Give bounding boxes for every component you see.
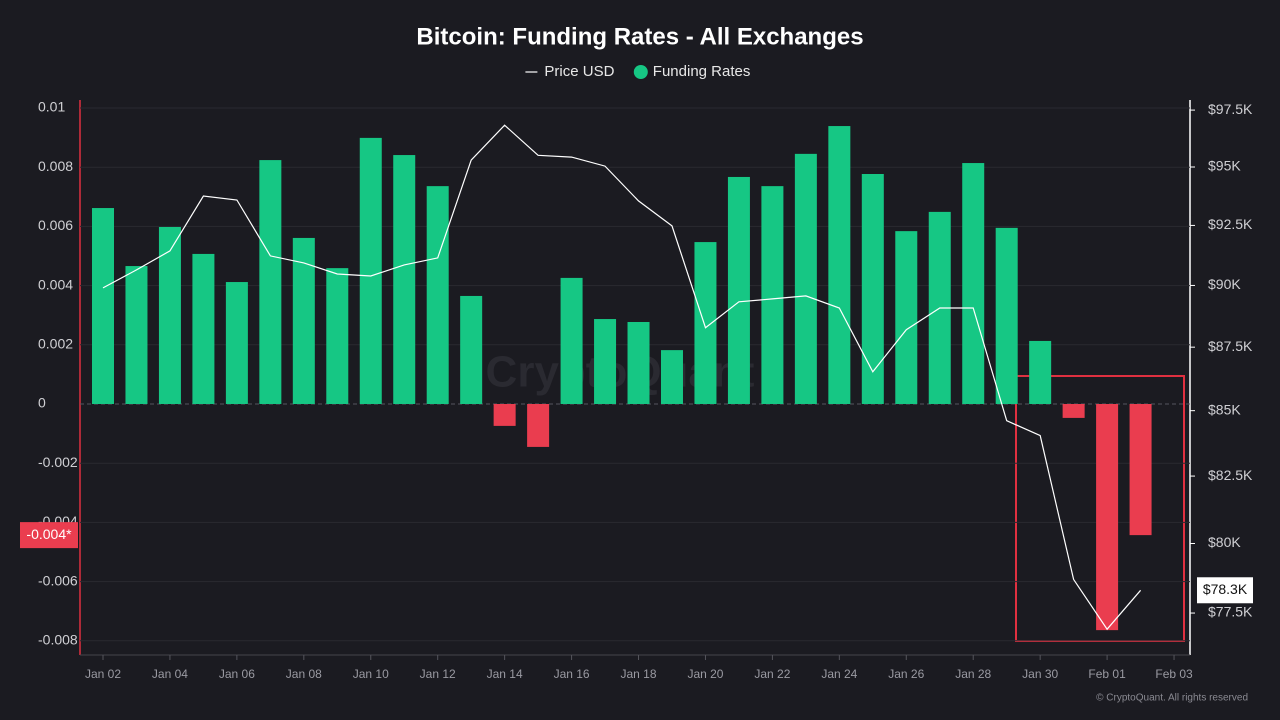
bar — [828, 126, 851, 404]
legend-label: Funding Rates — [653, 63, 751, 80]
x-tick-label: Jan 10 — [353, 667, 389, 681]
bar — [1096, 403, 1119, 631]
legend-label: Price USD — [544, 63, 614, 80]
x-tick-label: Jan 08 — [286, 667, 322, 681]
x-tick-label: Jan 28 — [955, 667, 991, 681]
x-tick-label: Jan 14 — [487, 667, 523, 681]
bar — [1062, 403, 1085, 418]
x-tick-label: Jan 20 — [687, 667, 723, 681]
price-line — [102, 124, 1142, 631]
bar — [92, 208, 114, 404]
bar — [761, 186, 784, 404]
y-tick-label: 0.004 — [38, 276, 73, 292]
bar — [794, 153, 817, 404]
bar — [460, 295, 483, 404]
bar — [627, 322, 650, 404]
bar — [727, 176, 750, 404]
source: © CryptoQuant. All rights reserved — [1096, 693, 1248, 704]
bar — [192, 253, 215, 404]
y-tick-label: 0.006 — [38, 217, 73, 233]
bar — [1129, 403, 1152, 536]
bar — [560, 277, 583, 404]
x-tick-label: Jan 06 — [219, 667, 255, 681]
y2-tick-label: $92.5K — [1208, 216, 1253, 232]
bar — [962, 163, 985, 404]
y-tick-label: 0.002 — [38, 335, 73, 351]
bar — [225, 282, 248, 404]
x-tick-label: Jan 16 — [554, 667, 590, 681]
x-tick-label: Feb 03 — [1155, 667, 1193, 681]
bar — [594, 319, 617, 404]
legend-dot — [633, 65, 648, 79]
bar — [1029, 340, 1052, 404]
bar — [660, 350, 683, 404]
last-value-label: $78.3K — [1203, 581, 1248, 597]
y-tick-label: -0.006 — [38, 572, 78, 588]
bar — [694, 242, 717, 404]
bar — [895, 231, 918, 404]
last-value-box — [20, 522, 78, 549]
y2-tick-label: $87.5K — [1208, 338, 1253, 354]
y-tick-label: 0.01 — [38, 99, 65, 115]
y-tick-label: 0 — [38, 395, 46, 411]
y2-tick-label: $80K — [1208, 534, 1241, 550]
bar — [861, 174, 884, 404]
y-tick-label: 0.008 — [38, 158, 73, 174]
chart-title: Bitcoin: Funding Rates - All Exchanges — [416, 23, 863, 50]
bar — [493, 403, 516, 426]
bar — [393, 155, 416, 404]
bar — [359, 137, 382, 404]
x-tick-label: Jan 26 — [888, 667, 924, 681]
y2-tick-label: $90K — [1208, 276, 1241, 292]
bar — [259, 160, 282, 404]
y2-tick-label: $97.5K — [1208, 101, 1253, 117]
bar — [995, 227, 1018, 404]
y2-tick-label: $82.5K — [1208, 467, 1253, 483]
x-tick-label: Jan 02 — [85, 667, 121, 681]
y-tick-label: -0.002 — [38, 454, 78, 470]
bar — [125, 266, 148, 404]
last-value-box — [1197, 577, 1253, 604]
bar — [426, 186, 449, 404]
y2-tick-label: $95K — [1208, 158, 1241, 174]
x-tick-label: Jan 18 — [621, 667, 657, 681]
x-tick-label: Jan 12 — [420, 667, 456, 681]
y2-tick-label: $77.5K — [1208, 604, 1253, 620]
y-tick-label: -0.008 — [38, 631, 78, 647]
bar — [527, 403, 550, 447]
x-tick-label: Jan 04 — [152, 667, 188, 681]
y2-tick-label: $85K — [1208, 401, 1241, 417]
x-tick-label: Jan 22 — [754, 667, 790, 681]
last-value-label: -0.004* — [26, 526, 72, 542]
x-tick-label: Jan 30 — [1022, 667, 1058, 681]
x-tick-label: Feb 01 — [1088, 667, 1126, 681]
bar — [158, 226, 181, 404]
bar — [292, 237, 315, 404]
bar — [326, 268, 349, 404]
x-tick-label: Jan 24 — [821, 667, 857, 681]
